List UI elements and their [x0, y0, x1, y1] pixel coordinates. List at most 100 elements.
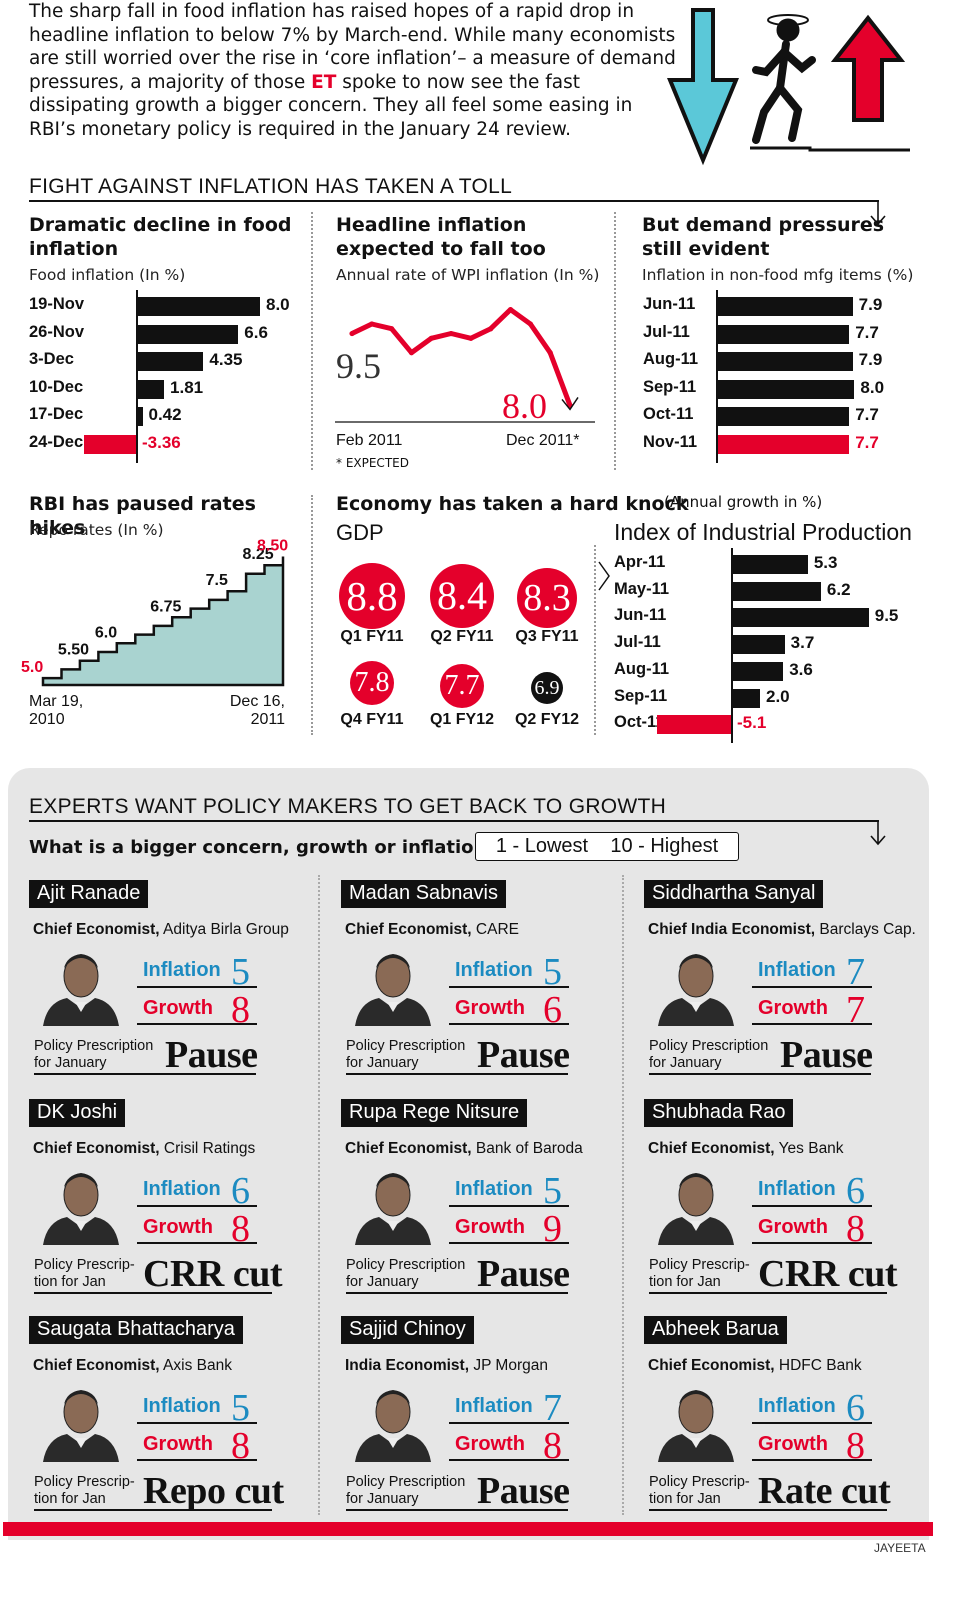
expert-name: Ajit Ranade	[29, 880, 149, 908]
expert-org: Barclays Cap.	[815, 921, 916, 938]
iip-chart-title: Index of Industrial Production	[614, 519, 912, 545]
bar	[731, 608, 869, 628]
bar-category-label: Nov-11	[643, 432, 698, 451]
inflation-score: 7	[543, 1387, 562, 1429]
repo-value-label: 6.0	[95, 624, 117, 641]
growth-score: 9	[543, 1208, 562, 1250]
bar-category-label: 19-Nov	[29, 295, 85, 313]
prescription-label-line2: for January	[346, 1055, 419, 1071]
inflation-label: Inflation	[455, 1178, 533, 1200]
prescription-label-line2: for January	[346, 1274, 419, 1290]
prescription-underline	[346, 1073, 568, 1075]
section1-underline	[29, 200, 879, 202]
expert-org: HDFC Bank	[774, 1357, 862, 1374]
expert-org: Bank of Baroda	[471, 1140, 583, 1157]
growth-score: 8	[846, 1208, 865, 1250]
bar	[716, 324, 850, 344]
growth-score: 8	[231, 1425, 250, 1467]
expert-name: DK Joshi	[29, 1099, 126, 1127]
growth-score: 8	[231, 1208, 250, 1250]
expert-photo	[347, 1382, 439, 1462]
expert-photo	[650, 1382, 742, 1462]
expert-role: Chief Economist, Yes Bank	[648, 1140, 844, 1158]
bar-value-label: 6.6	[244, 322, 268, 342]
score-underline	[449, 1205, 569, 1207]
bar-value-label: 7.7	[855, 405, 879, 424]
repo-step-chart: 5.0 5.50 6.0 6.75 7.5 8.258.50	[21, 537, 288, 687]
bar-value-label: 7.7	[855, 432, 879, 452]
bar-category-label: Jul-11	[643, 322, 690, 341]
growth-score: 8	[231, 989, 250, 1031]
policy-prescription: Pause	[477, 1034, 570, 1076]
inflation-label: Inflation	[143, 959, 221, 981]
score-underline	[137, 1422, 257, 1424]
bar	[731, 581, 821, 601]
policy-prescription: CRR cut	[758, 1253, 897, 1295]
inflation-label: Inflation	[143, 1178, 221, 1200]
portrait-icon	[43, 1390, 119, 1462]
bar-value-label: 4.35	[209, 350, 243, 369]
expert-role: Chief Economist, CARE	[345, 921, 519, 939]
separator	[622, 875, 624, 1515]
bar	[136, 379, 165, 399]
gdp-quarter-label: Q2 FY12	[514, 711, 580, 728]
bar	[716, 379, 855, 399]
growth-label: Growth	[455, 1216, 525, 1238]
repo-area	[41, 556, 285, 687]
wpi-point	[488, 326, 494, 332]
expert-org: JP Morgan	[469, 1357, 548, 1374]
wpi-point	[389, 326, 395, 332]
bar	[716, 297, 853, 316]
prescription-underline	[34, 1509, 272, 1511]
bar	[136, 352, 204, 371]
inflation-score: 5	[543, 951, 562, 993]
scale-box: 1 - Lowest 10 - Highest	[475, 832, 739, 861]
repo-value-label: 5.0	[21, 659, 43, 676]
portrait-icon	[658, 1173, 734, 1245]
grass-icon	[561, 397, 579, 411]
axis-line	[136, 290, 138, 463]
axis-line	[716, 290, 718, 463]
prescription-underline	[649, 1509, 887, 1511]
bar-category-label: Aug-11	[614, 659, 670, 678]
wpi-point	[547, 350, 553, 356]
bar	[136, 407, 143, 426]
bar-value-label: 0.42	[148, 405, 182, 424]
bar	[731, 688, 760, 708]
prescription-label-line2: tion for Jan	[34, 1274, 106, 1290]
bar	[731, 555, 808, 574]
gdp-quarter-label: Q1 FY12	[429, 711, 495, 728]
expert-photo	[650, 946, 742, 1026]
gdp-label: GDP	[336, 520, 384, 545]
gdp-bubble: 8.8	[339, 563, 405, 629]
score-underline	[449, 1242, 569, 1244]
footer-bar	[3, 1522, 933, 1536]
bar-category-label: Jun-11	[614, 606, 667, 625]
bar-value-label: 3.7	[790, 633, 815, 653]
inflation-score: 6	[231, 1170, 250, 1212]
policy-prescription: Pause	[477, 1470, 570, 1512]
expert-name: Siddhartha Sanyal	[644, 880, 824, 908]
prescription-label-line1: Policy Prescription	[346, 1257, 466, 1273]
score-underline	[752, 986, 872, 988]
bar-category-label: 24-Dec	[29, 432, 84, 451]
wpi-point	[507, 306, 514, 313]
score-underline	[137, 1459, 257, 1461]
prescription-label-line1: Policy Prescrip-	[649, 1474, 750, 1490]
portrait-icon	[355, 1390, 431, 1462]
expert-name: Madan Sabnavis	[341, 880, 506, 908]
intro-et: ET	[311, 71, 337, 93]
repo-chart-subtitle: Repo rates (In %)	[29, 521, 164, 539]
repo-value-label: 8.25	[243, 546, 274, 563]
portrait-icon	[355, 1173, 431, 1245]
score-underline	[449, 1023, 569, 1025]
bar	[657, 715, 731, 735]
scale-high: 10 - Highest	[610, 835, 719, 857]
portrait-icon	[658, 954, 734, 1026]
wpi-footnote: * EXPECTED	[336, 456, 409, 470]
bar-category-label: May-11	[614, 579, 670, 598]
expert-role: Chief India Economist, Barclays Cap.	[648, 921, 916, 939]
bar	[136, 297, 260, 316]
down-hook-icon	[870, 200, 886, 226]
